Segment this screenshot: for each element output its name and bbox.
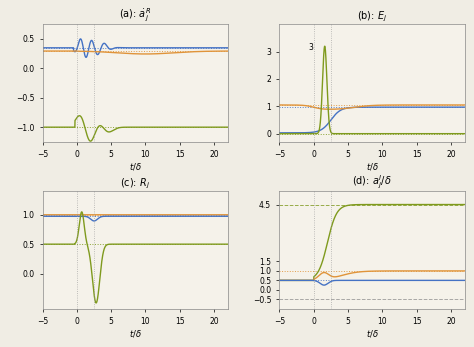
Text: 3: 3: [308, 43, 313, 52]
Title: (a): $\dot{a}_j^R$: (a): $\dot{a}_j^R$: [119, 7, 151, 24]
X-axis label: $t/\delta$: $t/\delta$: [129, 161, 142, 171]
Title: (b): $E_j$: (b): $E_j$: [357, 10, 387, 24]
X-axis label: $t/\delta$: $t/\delta$: [129, 328, 142, 339]
Title: (c): $R_j$: (c): $R_j$: [120, 177, 150, 191]
Title: (d): $a_j^I/\delta$: (d): $a_j^I/\delta$: [352, 174, 392, 191]
X-axis label: $t/\delta$: $t/\delta$: [365, 161, 378, 171]
X-axis label: $t/\delta$: $t/\delta$: [365, 328, 378, 339]
